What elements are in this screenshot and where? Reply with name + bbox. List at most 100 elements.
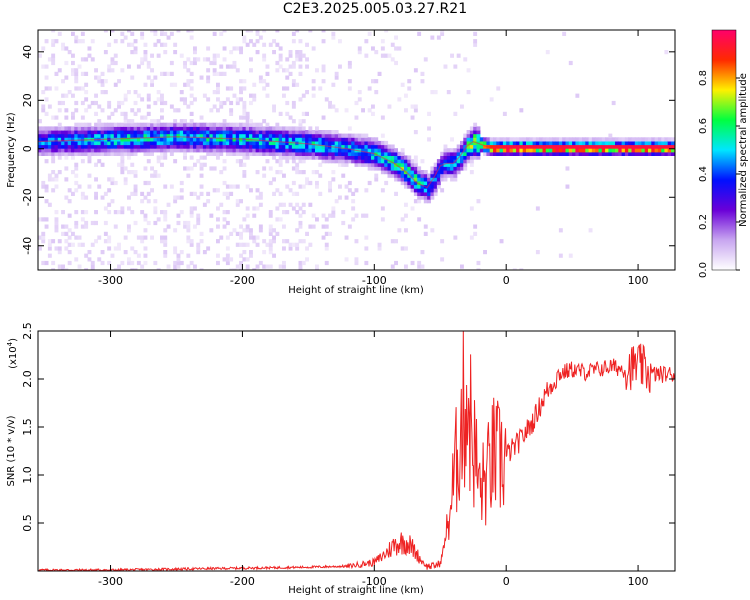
spectrogram-cell xyxy=(328,130,332,135)
spectrogram-cell xyxy=(384,166,389,171)
spectrogram-cell xyxy=(291,155,296,160)
spectrogram-cell xyxy=(318,137,323,142)
spectrogram-cell xyxy=(407,170,412,175)
spectrogram-cell xyxy=(318,133,323,138)
spectrogram-cell xyxy=(196,144,201,149)
spectrogram-cell xyxy=(499,144,504,149)
spectrogram-cell xyxy=(173,264,178,269)
spectrogram-cell xyxy=(479,148,484,153)
spectrogram-cell xyxy=(324,246,329,251)
spectrogram-cell xyxy=(387,151,392,156)
spectrogram-cell xyxy=(473,155,478,160)
spectrogram-cell xyxy=(179,250,184,255)
spectrogram-cell xyxy=(446,148,451,153)
spectrogram-cell xyxy=(120,100,125,106)
spectrogram-cell xyxy=(146,60,151,66)
spectrogram-cell xyxy=(212,60,217,66)
spectrogram-cell xyxy=(153,31,158,36)
spectrogram-cell xyxy=(404,108,408,113)
spectrogram-cell xyxy=(156,53,161,58)
spectrogram-cell xyxy=(252,93,257,98)
spectrogram-cell xyxy=(252,82,257,87)
spectrogram-cell xyxy=(341,162,346,167)
spectrogram-cell xyxy=(516,151,520,156)
spectrogram-cell xyxy=(572,137,576,142)
spectrogram-cell xyxy=(239,144,243,149)
spectrogram-cell xyxy=(341,137,346,142)
spectrogram-cell xyxy=(47,130,52,135)
spectrogram-cell xyxy=(384,30,389,33)
spectrogram-cell xyxy=(282,140,286,146)
spectrogram-cell xyxy=(255,264,260,269)
spectrogram-cell xyxy=(285,184,290,189)
spectrogram-cell xyxy=(113,108,118,113)
spectrogram-cell xyxy=(298,239,303,244)
spectrogram-cell xyxy=(103,122,108,127)
spectrogram-cell xyxy=(130,191,135,196)
spectrogram-cell xyxy=(216,224,220,229)
spectrogram-y-tick-label: 40 xyxy=(21,45,34,59)
spectrogram-cell xyxy=(549,137,553,142)
spectrogram-cell xyxy=(120,144,125,149)
spectrogram-cell xyxy=(127,206,131,211)
spectrogram-cell xyxy=(123,177,128,182)
spectrogram-cell xyxy=(225,257,230,262)
spectrogram-cell xyxy=(127,228,131,233)
spectrogram-cell xyxy=(133,122,138,127)
spectrogram-cell xyxy=(301,53,306,58)
spectrogram-cell xyxy=(57,140,62,146)
spectrogram-cell xyxy=(354,137,359,142)
spectrogram-cell xyxy=(479,140,484,146)
spectrogram-cell xyxy=(529,151,534,156)
spectrogram-cell xyxy=(308,151,313,156)
spectrogram-cell xyxy=(473,140,478,146)
spectrogram-cell xyxy=(443,155,448,160)
spectrogram-cell xyxy=(235,126,240,131)
spectrogram-cell xyxy=(331,31,336,36)
spectrogram-cell xyxy=(542,148,547,153)
spectrogram-cell xyxy=(295,228,300,233)
spectrogram-cell xyxy=(64,108,69,113)
spectrogram-cell xyxy=(143,57,148,62)
snr-x-tick-label: -200 xyxy=(230,575,255,588)
spectrogram-cell xyxy=(417,217,422,222)
spectrogram-cell xyxy=(183,224,187,229)
spectrogram-cell xyxy=(160,108,164,113)
spectrogram-cell xyxy=(588,144,593,149)
spectrogram-cell xyxy=(268,133,273,138)
spectrogram-cell xyxy=(61,42,65,47)
spectrogram-cell xyxy=(199,130,204,135)
spectrogram-cell xyxy=(160,97,164,102)
spectrogram-cell xyxy=(140,235,145,240)
spectrogram-cell xyxy=(117,151,121,156)
spectrogram-cell xyxy=(140,191,145,196)
spectrogram-cell xyxy=(173,268,178,270)
spectrogram-cell xyxy=(288,242,293,247)
spectrogram-cell xyxy=(120,111,125,116)
spectrogram-cell xyxy=(245,268,250,270)
spectrogram-cell xyxy=(225,253,230,258)
spectrogram-cell xyxy=(74,68,79,73)
spectrogram-cell xyxy=(143,195,148,200)
spectrogram-cell xyxy=(417,31,422,36)
spectrogram-cell xyxy=(318,86,323,91)
spectrogram-y-label: Frequency (Hz) xyxy=(6,112,17,188)
spectrogram-cell xyxy=(288,53,293,58)
spectrogram-cell xyxy=(235,242,240,247)
spectrogram-cell xyxy=(239,253,243,258)
spectrogram-cell xyxy=(305,90,309,95)
spectrogram-cell xyxy=(285,86,290,91)
spectrogram-cell xyxy=(87,155,92,160)
spectrogram-cell xyxy=(275,231,280,236)
spectrogram-cell xyxy=(216,206,220,211)
spectrogram-cell xyxy=(268,148,273,153)
snr-scale-prefix: (x10 xyxy=(8,346,19,369)
spectrogram-cell xyxy=(446,173,451,178)
spectrogram-cell xyxy=(146,159,151,164)
spectrogram-cell xyxy=(94,195,98,200)
spectrogram-cell xyxy=(61,148,65,153)
spectrogram-cell xyxy=(380,217,385,222)
spectrogram-cell xyxy=(212,144,217,149)
spectrogram-cell xyxy=(321,148,326,153)
spectrogram-cell xyxy=(377,166,382,171)
